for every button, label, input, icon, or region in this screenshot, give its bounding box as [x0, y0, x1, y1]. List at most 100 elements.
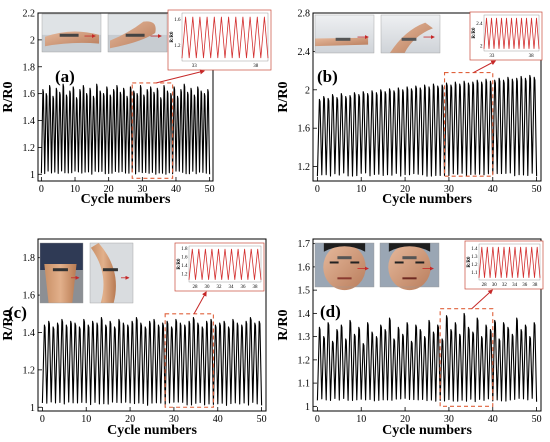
x-tick-label: 30 [169, 414, 179, 425]
y-tick-label: 1.2 [23, 365, 36, 376]
inset-x-tick-label: 33 [192, 64, 198, 69]
panel-label: (c) [8, 303, 27, 322]
inset-y-tick-label: 1.2 [174, 44, 181, 49]
x-tick-label: 0 [40, 414, 45, 425]
y-tick-label: 2.8 [298, 9, 311, 20]
series-line [316, 74, 538, 177]
y-tick-label: 2.2 [23, 9, 36, 20]
x-tick-label: 50 [532, 184, 542, 195]
y-tick-label: 1.7 [298, 239, 311, 250]
inset-x-tick-label: 38 [532, 283, 538, 288]
inset-series-line [181, 16, 269, 59]
inset-x-tick-label: 38 [529, 54, 535, 59]
inset-x-tick-label: 36 [241, 285, 247, 290]
inset-x-tick-label: 32 [502, 283, 508, 288]
inset-chart: 28 30 32 34 36 38 1.1 1.2 1.3 1.4 R/R0 [464, 240, 544, 290]
inset-y-axis-label: R/R0 [472, 27, 477, 39]
inset-chart: 28 30 32 34 36 38 1.2 1.4 1.6 1.8 R/R0 [174, 242, 265, 292]
y-axis-label: R/R0 [1, 309, 16, 340]
inset-y-tick-label: 1.6 [174, 18, 181, 23]
inset-x-tick-label: 30 [205, 285, 211, 290]
y-tick-label: 1.6 [298, 124, 311, 135]
x-tick-label: 40 [213, 414, 223, 425]
x-tick-label: 40 [488, 414, 498, 425]
photo-0 [41, 13, 102, 53]
y-tick-label: 1.2 [298, 162, 311, 173]
photo-1 [380, 14, 441, 54]
zoom-arrow [473, 60, 497, 73]
inset-series-line [483, 17, 540, 49]
series-line [41, 316, 263, 406]
photo-0 [314, 242, 375, 291]
inset-x-tick-label: 33 [489, 54, 495, 59]
x-tick-label: 20 [125, 414, 135, 425]
inset-x-tick-label: 28 [193, 285, 199, 290]
x-tick-label: 40 [488, 184, 498, 195]
inset-x-tick-label: 32 [217, 285, 223, 290]
zoom-arrow [471, 289, 494, 310]
inset-x-tick-label: 30 [492, 283, 498, 288]
inset-y-tick-label: 1.6 [181, 255, 188, 260]
inset-y-tick-label: 1.4 [471, 247, 478, 252]
x-tick-label: 10 [356, 184, 366, 195]
zoom-arrow [193, 291, 207, 315]
zoom-region-box [164, 313, 214, 408]
x-tick-label: 20 [400, 184, 410, 195]
x-tick-label: 10 [70, 184, 80, 195]
y-tick-label: 1.4 [23, 116, 36, 127]
y-tick-label: 1.6 [298, 262, 311, 273]
inset-series-line [478, 246, 541, 278]
zoom-region-box [439, 308, 494, 407]
x-tick-label: 50 [532, 414, 542, 425]
y-tick-label: 1.6 [23, 291, 36, 302]
y-tick-label: 2 [305, 85, 310, 96]
inset-chart: 33 38 1.2 1.6 R/R0 [167, 9, 272, 71]
y-tick-label: 1.4 [298, 309, 311, 320]
x-tick-label: 30 [444, 414, 454, 425]
y-tick-label: 1.8 [23, 62, 36, 73]
series-line [40, 83, 211, 175]
x-axis-label: Cycle numbers [107, 423, 197, 438]
inset-y-tick-label: 2 [480, 44, 483, 49]
panel-1: 0 10 20 30 40 50 1.2 1.6 2 2.4 2.8 Cycle numbers R/R… [276, 9, 543, 207]
photo-0 [314, 14, 375, 54]
x-tick-label: 40 [171, 184, 181, 195]
inset-x-tick-label: 38 [253, 64, 259, 69]
x-tick-label: 30 [137, 184, 147, 195]
x-tick-label: 20 [104, 184, 114, 195]
zoom-arrow [156, 69, 206, 84]
photo-1 [107, 13, 168, 53]
y-tick-label: 1.6 [23, 89, 36, 100]
y-tick-label: 2 [30, 35, 35, 46]
photo-1 [89, 242, 134, 304]
inset-x-tick-label: 34 [229, 285, 235, 290]
series-line [316, 312, 538, 403]
inset-y-axis-label: R/R0 [467, 256, 472, 268]
x-tick-label: 20 [400, 414, 410, 425]
panel-label: (d) [320, 302, 341, 321]
inset-chart: 33 38 2 2.4R/R0 [469, 11, 543, 61]
y-tick-label: 1 [305, 402, 310, 413]
y-axis-label: R/R0 [276, 81, 291, 112]
y-axis-label: R/R0 [1, 81, 16, 112]
x-tick-label: 0 [315, 414, 320, 425]
inset-y-tick-label: 2.4 [476, 22, 483, 27]
inset-y-tick-label: 1.8 [181, 247, 188, 252]
panel-2: 0 10 20 30 40 50 1 1.2 1.4 1.6 1.8 Cycle numbers R/R… [1, 238, 267, 438]
y-tick-label: 1.5 [298, 286, 311, 297]
photo-1 [379, 242, 440, 291]
y-axis-label: R/R0 [276, 309, 291, 340]
panel-label: (a) [55, 67, 75, 86]
panel-0: 0 10 20 30 40 50 1 1.2 1.4 1.6 1.8 2 2.2 Cycle number… [1, 9, 272, 207]
inset-x-tick-label: 34 [512, 283, 518, 288]
photo-0 [39, 242, 84, 304]
y-tick-label: 2.4 [298, 47, 311, 58]
inset-y-tick-label: 1.2 [181, 272, 188, 277]
x-tick-label: 50 [205, 184, 215, 195]
x-tick-label: 30 [444, 184, 454, 195]
y-tick-label: 1 [30, 170, 35, 181]
inset-y-axis-label: R/R0 [177, 258, 182, 270]
x-tick-label: 0 [39, 184, 44, 195]
